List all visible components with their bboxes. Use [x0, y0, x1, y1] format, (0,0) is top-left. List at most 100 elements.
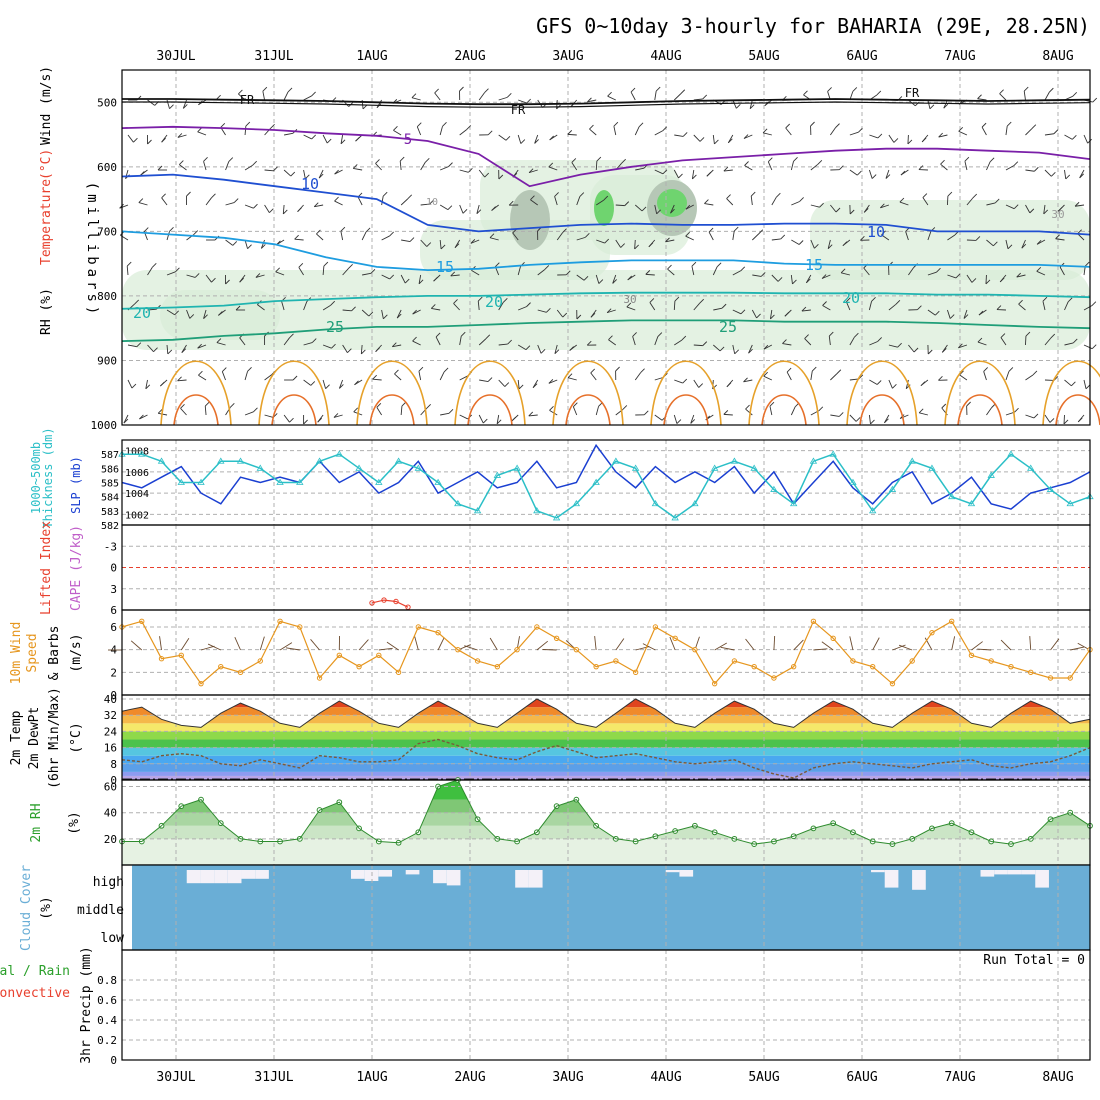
wind10-barb	[793, 639, 804, 651]
wind-barb-flag	[554, 192, 559, 197]
wind-barb-flag	[1055, 234, 1060, 240]
precip-legend-convective: Convective	[0, 986, 70, 1001]
wind-barb-flag	[630, 87, 636, 93]
wind-barb	[1005, 126, 1008, 136]
wind-barb	[496, 414, 500, 424]
bottom-date-label: 2AUG	[454, 1070, 485, 1085]
wind-barb	[977, 341, 987, 346]
wind-barb-flag	[334, 169, 339, 175]
wind-barb	[342, 309, 352, 312]
wind-barb	[986, 161, 991, 171]
wind-barb	[690, 414, 695, 424]
wind-barb	[691, 266, 695, 276]
wind-unit-label: (m/s)	[39, 66, 54, 105]
wind-barb	[203, 309, 207, 319]
wind-barb-flag	[252, 160, 258, 166]
wind-barb-flag	[828, 331, 834, 337]
wind10-barb	[489, 637, 498, 651]
wind-barb-flag	[245, 121, 251, 127]
wind-barb	[411, 97, 421, 101]
wind-barb	[674, 134, 684, 137]
slp-tick-label: 1002	[125, 510, 149, 521]
temp-tick-label: 8	[110, 758, 117, 771]
wind-barb	[431, 307, 441, 311]
slp-line	[121, 443, 1091, 510]
rh-tick-label: 40	[104, 807, 117, 820]
wind-barb	[589, 128, 597, 136]
wind-barb	[418, 371, 422, 381]
wind-barb-flag	[748, 348, 753, 354]
wind-barb	[940, 163, 948, 171]
wind-barb-flag	[528, 411, 534, 417]
wind-barb-flag	[140, 171, 145, 176]
wind-barb-flag	[139, 414, 144, 420]
wind-barb	[888, 379, 893, 389]
wind-barb-flag	[744, 161, 749, 166]
thickness-line	[122, 453, 1091, 519]
wind-barb	[1042, 301, 1046, 311]
wind-barb	[1021, 239, 1026, 249]
wind-barb-flag	[708, 227, 714, 233]
isotherm-35	[761, 394, 807, 426]
wind-barb	[392, 344, 402, 348]
pressure-tick-label: 600	[97, 161, 117, 174]
wind-barb-flag	[762, 128, 768, 134]
wind-barb-flag	[326, 138, 332, 144]
wind-barb-flag	[261, 244, 266, 249]
wind-barb	[262, 91, 266, 101]
thickness-label: Thickness (dm)	[41, 427, 55, 528]
wind-barb	[198, 374, 207, 381]
wind-barb-flag	[508, 200, 514, 206]
isotherm-30	[846, 360, 918, 426]
wind-barb-flag	[391, 342, 397, 348]
temp-band	[122, 771, 1090, 776]
wind-barb-flag	[435, 332, 441, 338]
wind-barb-flag	[175, 267, 180, 273]
wind-barb-flag	[1051, 172, 1056, 177]
wind-barb	[693, 344, 703, 347]
wind-barb-flag	[941, 348, 947, 353]
wind-barb	[608, 339, 617, 346]
slp-label: SLP (mb)	[69, 456, 83, 514]
wind-barb	[1005, 371, 1010, 381]
wind-barb-flag	[827, 244, 833, 250]
wind-barb-flag	[733, 226, 739, 232]
wind-barb	[147, 267, 153, 276]
wind-barb-flag	[382, 191, 388, 197]
isotherm-label: 10	[426, 197, 438, 208]
wind-barb-flag	[453, 299, 458, 304]
wind-barb	[127, 134, 134, 143]
wind-barb-flag	[955, 273, 961, 279]
wind-barb	[244, 125, 247, 136]
wind-barb-flag	[716, 262, 722, 268]
wind-barb	[868, 169, 873, 179]
wind-barb	[964, 161, 968, 171]
wind-barb	[334, 200, 343, 206]
wind-barb	[977, 98, 987, 101]
wind-barb	[450, 274, 460, 277]
wind-barb-flag	[160, 381, 165, 387]
wind-barb	[634, 239, 636, 250]
wind-barb	[771, 274, 779, 282]
wind-barb	[478, 414, 484, 424]
wind-barb	[203, 161, 207, 171]
thickness-point	[394, 457, 403, 464]
wind-barb	[841, 272, 850, 276]
top-date-labels: 30JUL 31JUL 1AUG 2AUG 3AUG 4AUG 5AUG 6AUG 7AUG 8A…	[156, 49, 1073, 64]
li-point	[405, 604, 411, 610]
wind-barb-flag	[530, 195, 535, 201]
wind-barb	[439, 126, 443, 136]
wind-barb	[264, 204, 270, 213]
wind-barb-flag	[354, 380, 359, 386]
wind-barb-flag	[994, 198, 1000, 204]
wind-barb-flag	[1036, 240, 1042, 245]
temp-band	[122, 707, 1090, 716]
wind-barb-flag	[587, 97, 592, 103]
top-date-label: 6AUG	[846, 49, 877, 64]
wind10-barb	[849, 636, 854, 651]
wind-barb-flag	[721, 303, 727, 309]
rh-shading	[122, 270, 1090, 350]
wind-barb-flag	[885, 174, 891, 179]
wind-barb-flag	[355, 136, 360, 142]
thickness-point	[849, 478, 857, 485]
